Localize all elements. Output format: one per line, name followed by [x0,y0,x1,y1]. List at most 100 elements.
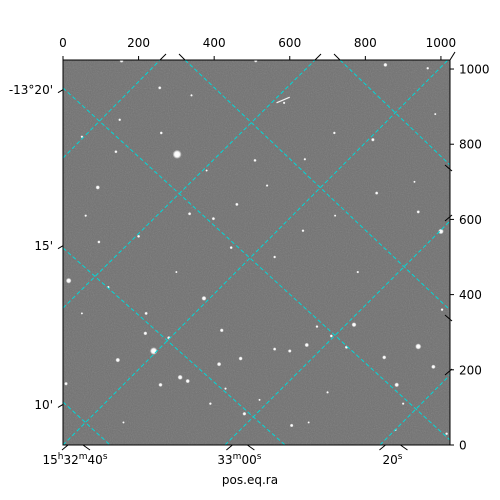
star-point [64,381,68,386]
top-tick-label: 800 [354,36,377,50]
top-tick-label: 600 [278,36,301,50]
star-point [394,382,400,388]
wcs-edge-tick [444,368,453,376]
star-point [438,228,444,235]
star-point [426,66,430,70]
star-point [416,210,420,214]
star-point [238,356,243,361]
star-point [118,118,122,122]
left-dec-axis: -13°20' 15' 10' [9,83,64,412]
star-point [289,423,294,428]
star-point [208,402,212,406]
star-point [431,364,436,370]
star-point [401,402,405,405]
right-tick-label: 0 [459,439,467,453]
dec-tick-label: 10' [34,398,53,412]
star-point [229,246,233,250]
ra-tick-label: 33m00s [217,452,261,467]
grid-line [224,220,450,445]
top-tick-label: 0 [59,36,67,50]
star-point [272,347,277,351]
right-pixel-axis: 0 200 400 600 800 1000 [159,51,490,453]
dec-tick [57,245,64,250]
wcs-edge-tick [159,53,167,61]
grid-line [63,247,286,445]
star-point [242,411,247,416]
dec-tick [57,403,64,408]
grid-line [63,60,316,309]
star-point [122,421,125,424]
plot-frame [62,59,451,446]
star-point [97,240,101,244]
star-point [329,334,333,338]
star-point [211,216,216,221]
star-point [159,131,163,135]
star-point [307,421,310,424]
wcs-edge-tick [444,314,453,322]
star-point [95,185,100,190]
star-point [65,277,72,284]
star-point [332,131,336,135]
star-point [158,86,162,90]
wcs-edge-tick [449,51,456,61]
star-point [143,331,148,336]
star-point [382,355,387,360]
star-point [224,387,227,390]
right-tick-label: 600 [459,213,482,227]
star-point [205,169,208,172]
star-point [172,149,182,159]
star-point [413,180,416,184]
star-point [190,93,193,97]
ra-tick [226,444,233,451]
dec-tick-label: -13°20' [9,83,53,97]
plot-area [63,60,450,445]
dec-tick [57,89,64,94]
star-point [374,191,379,195]
right-tick-label: 800 [459,138,482,152]
star-point [287,349,292,353]
star-point [119,60,124,63]
star-point [84,214,88,218]
star-point [265,184,269,187]
star-point [175,270,178,274]
wcs-edge-tick [333,53,341,61]
wcs-edge-tick [444,164,453,172]
star-point [304,342,309,348]
star-point [136,234,141,238]
ra-tick [82,444,91,451]
top-pixel-axis: 0 200 400 600 800 1000 [59,36,456,60]
right-tick-label: 400 [459,288,482,302]
star-point [315,325,319,329]
star-point [185,378,190,384]
star-point [356,270,360,274]
grid-line [63,87,450,441]
star-point [258,398,261,402]
star-point [158,382,163,387]
star-point [415,343,422,350]
star-point [333,214,337,217]
star-point [273,255,277,259]
star-point [235,202,239,207]
grid-line [339,60,450,166]
top-tick-label: 400 [203,36,226,50]
grid-line [63,60,161,159]
right-tick-label: 1000 [459,63,490,77]
star-point [326,391,329,394]
bottom-ra-axis: 15h32m40s 33m00s 20s [42,444,408,467]
star-point [371,137,375,142]
star-point [114,150,118,154]
star-point [383,62,388,67]
ra-tick-label: 15h32m40s [42,452,107,467]
ra-tick [400,444,408,451]
star-point [303,157,307,161]
ra-tick [379,444,386,451]
right-tick-label: 200 [459,363,482,377]
star-point [219,328,224,333]
ra-tick [61,444,69,451]
satellite-streak [276,96,290,104]
wcs-edge-tick [444,214,453,222]
star-point [282,101,286,105]
star-point [201,295,207,301]
wcs-edge-tick [178,53,186,61]
ra-tick [247,444,255,451]
